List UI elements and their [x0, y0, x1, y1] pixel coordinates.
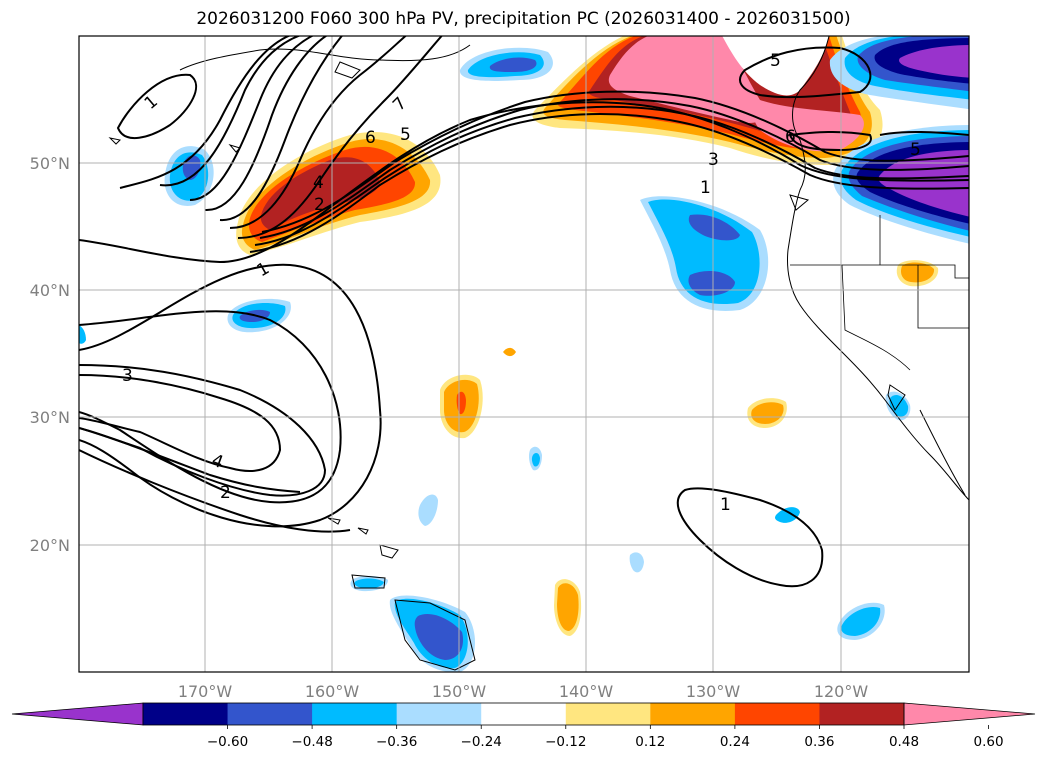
contour-label: 5 [770, 51, 781, 71]
longitude-labels: 170°W 160°W 150°W 140°W 130°W 120°W [178, 682, 869, 701]
colorbar-tick-label: −0.48 [291, 734, 332, 750]
contour-label: 3 [122, 366, 133, 386]
map-frame [78, 35, 970, 673]
contour-label: 6 [365, 128, 376, 148]
gridlines [79, 36, 969, 672]
colorbar: −0.60 −0.48 −0.36 −0.24 −0.12 0.12 0.24 0.36 0.4… [11, 702, 1036, 750]
pv-contours [79, 36, 969, 588]
latitude-labels: 50°N 40°N 30°N 20°N [30, 154, 70, 555]
colorbar-segment [565, 703, 651, 725]
colorbar-segment [312, 703, 398, 725]
precip-negative-east [833, 125, 969, 244]
precip-positive-blobs [440, 260, 939, 636]
colorbar-tick-label: 0.12 [635, 734, 665, 750]
contour-label: 2 [220, 483, 231, 503]
colorbar-tick-label: −0.60 [207, 734, 248, 750]
colorbar-tick-label: −0.12 [545, 734, 586, 750]
precip-negative-blobs [79, 47, 911, 672]
contour-label: 3 [708, 150, 719, 170]
colorbar-segment [819, 703, 905, 725]
colorbar-extend-high [903, 702, 1036, 726]
contour-label: 5 [400, 125, 411, 145]
contour-label: 6 [785, 127, 796, 147]
colorbar-tick-label: −0.36 [376, 734, 417, 750]
colorbar-segment [481, 703, 567, 725]
colorbar-segment [143, 703, 229, 725]
contour-label: 1 [700, 178, 711, 198]
colorbar-tick-label: −0.24 [461, 734, 502, 750]
precip-negative-northeast [829, 36, 969, 110]
colorbar-tick-label: 0.24 [720, 734, 750, 750]
lat-label: 50°N [30, 154, 70, 173]
colorbar-segment [227, 703, 313, 725]
borders [790, 215, 969, 371]
colorbar-segment [734, 703, 820, 725]
lat-label: 30°N [30, 408, 70, 427]
lat-label: 20°N [30, 536, 70, 555]
colorbar-tick-label: 0.60 [974, 734, 1004, 750]
lon-label: 150°W [432, 682, 487, 701]
contour-label: 5 [910, 140, 921, 160]
colorbar-outline [142, 702, 905, 726]
lon-label: 140°W [559, 682, 614, 701]
colorbar-segment [396, 703, 482, 725]
lat-label: 40°N [30, 281, 70, 300]
lon-label: 130°W [686, 682, 741, 701]
contour-label: 1 [720, 495, 731, 515]
contour-label: 2 [314, 195, 325, 215]
map-title: 2026031200 F060 300 hPa PV, precipitatio… [196, 9, 851, 29]
colorbar-tick-label: 0.48 [889, 734, 919, 750]
lon-label: 120°W [814, 682, 869, 701]
colorbar-extend-low [11, 702, 144, 726]
lon-label: 170°W [178, 682, 233, 701]
colorbar-segment [650, 703, 736, 725]
contour-label: 4 [313, 173, 324, 193]
colorbar-tick-label: 0.36 [804, 734, 834, 750]
lon-label: 160°W [305, 682, 360, 701]
coastlines [108, 36, 969, 671]
